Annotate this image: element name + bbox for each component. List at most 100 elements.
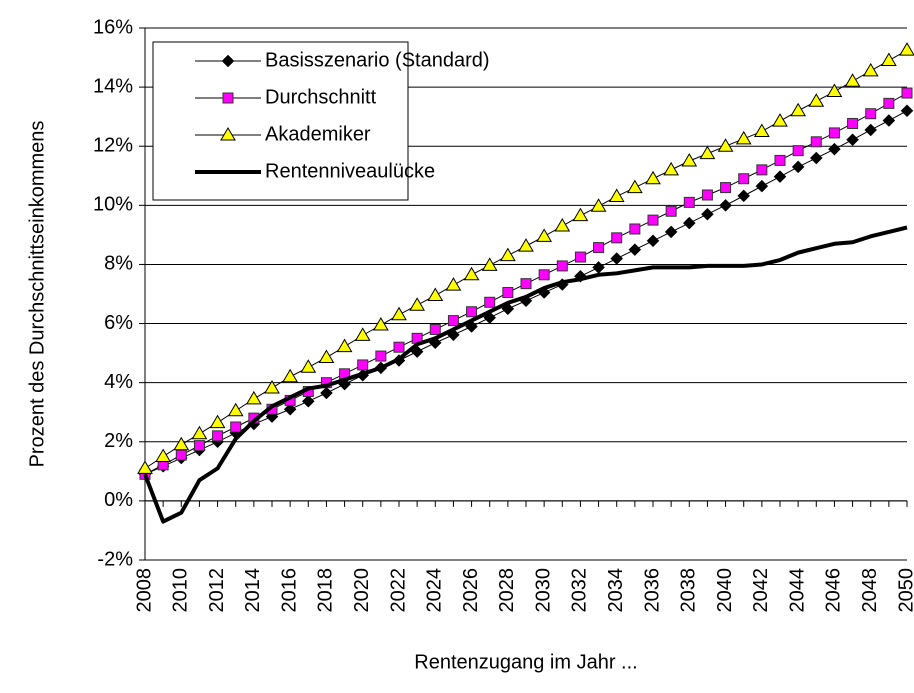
y-tick-label: -2% [97,548,133,570]
data-point [445,277,462,291]
data-point [883,97,895,109]
y-tick-label: 10% [93,194,133,216]
x-tick-label: 2040 [714,568,736,613]
x-axis-label: Rentenzugang im Jahr ... [414,651,637,673]
data-point [318,349,335,364]
data-point [264,379,280,394]
data-point [447,315,459,327]
data-point [844,73,861,87]
data-point [393,341,405,353]
data-point [245,390,262,405]
data-point [701,207,714,221]
data-point [828,127,840,139]
data-point [720,182,732,194]
data-point [646,234,660,248]
data-point [809,151,823,165]
legend-label: Akademiker [265,123,371,145]
data-point [772,113,788,127]
y-tick-label: 12% [93,135,133,157]
data-point [864,123,878,137]
y-tick-label: 14% [93,75,133,97]
data-point [828,142,841,156]
data-point [665,205,677,217]
x-tick-label: 2028 [496,568,518,613]
data-point [193,440,205,452]
data-point [899,42,914,56]
data-point [846,133,859,147]
data-point [230,421,242,433]
x-tick-label: 2008 [133,568,155,613]
y-tick-label: 0% [104,489,133,511]
data-point [791,160,805,174]
data-point [810,136,822,148]
x-tick-label: 2014 [242,568,264,613]
data-point [301,394,315,408]
data-point [354,327,371,341]
data-point [790,102,807,117]
data-point [484,296,496,308]
y-tick-label: 16% [93,16,133,38]
legend-marker [220,127,236,141]
data-point [336,338,353,353]
y-tick-label: 2% [104,430,133,452]
x-tick-label: 2046 [823,568,845,613]
data-point [738,173,750,185]
data-point [682,216,696,230]
data-point [593,242,605,254]
data-point [737,189,751,203]
data-point [847,117,859,129]
data-point [865,108,877,120]
data-point [429,323,441,335]
data-point [901,87,913,99]
data-point [701,189,713,201]
data-point [391,306,407,321]
data-point [647,214,659,226]
data-point [538,269,550,281]
legend-label: Basisszenario (Standard) [265,49,490,71]
data-point [574,251,586,263]
data-point [409,297,426,311]
y-axis-label: Prozent des Durchschnittseinkommens [26,121,48,468]
data-point [792,145,804,157]
data-point [681,153,698,167]
data-point [173,436,190,451]
x-tick-label: 2048 [859,568,881,613]
data-point [610,252,624,265]
data-point [427,287,444,301]
data-point [862,62,879,77]
x-tick-label: 2030 [532,568,554,613]
data-point [357,359,369,371]
y-tick-label: 4% [104,371,133,393]
data-point [717,138,734,152]
data-point [755,179,769,193]
data-point [699,145,716,160]
data-point [283,402,297,416]
x-tick-label: 2038 [678,568,700,613]
x-tick-label: 2022 [387,568,409,613]
data-point [753,123,770,137]
data-point [518,238,534,252]
data-point [372,317,389,331]
x-tick-label: 2044 [786,568,808,613]
legend-marker [222,92,234,104]
data-point [629,223,641,235]
data-point [774,154,786,166]
data-point [572,207,589,222]
data-point [611,232,623,244]
data-point [735,130,752,145]
data-point [590,198,607,212]
data-point [663,161,680,176]
data-point [536,228,553,242]
data-point [554,218,571,232]
data-point [592,261,605,274]
data-point [227,402,244,417]
legend-label: Rentenniveaulücke [265,160,435,182]
data-point [756,164,768,176]
data-point [608,188,625,202]
data-point [808,93,825,107]
data-point [520,278,532,290]
data-point [626,179,643,194]
data-point [628,243,642,257]
x-tick-label: 2034 [605,568,627,613]
